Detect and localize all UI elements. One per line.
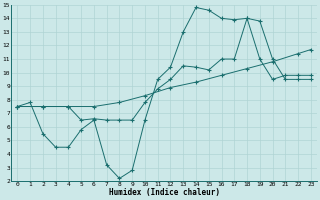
X-axis label: Humidex (Indice chaleur): Humidex (Indice chaleur)	[108, 188, 220, 197]
